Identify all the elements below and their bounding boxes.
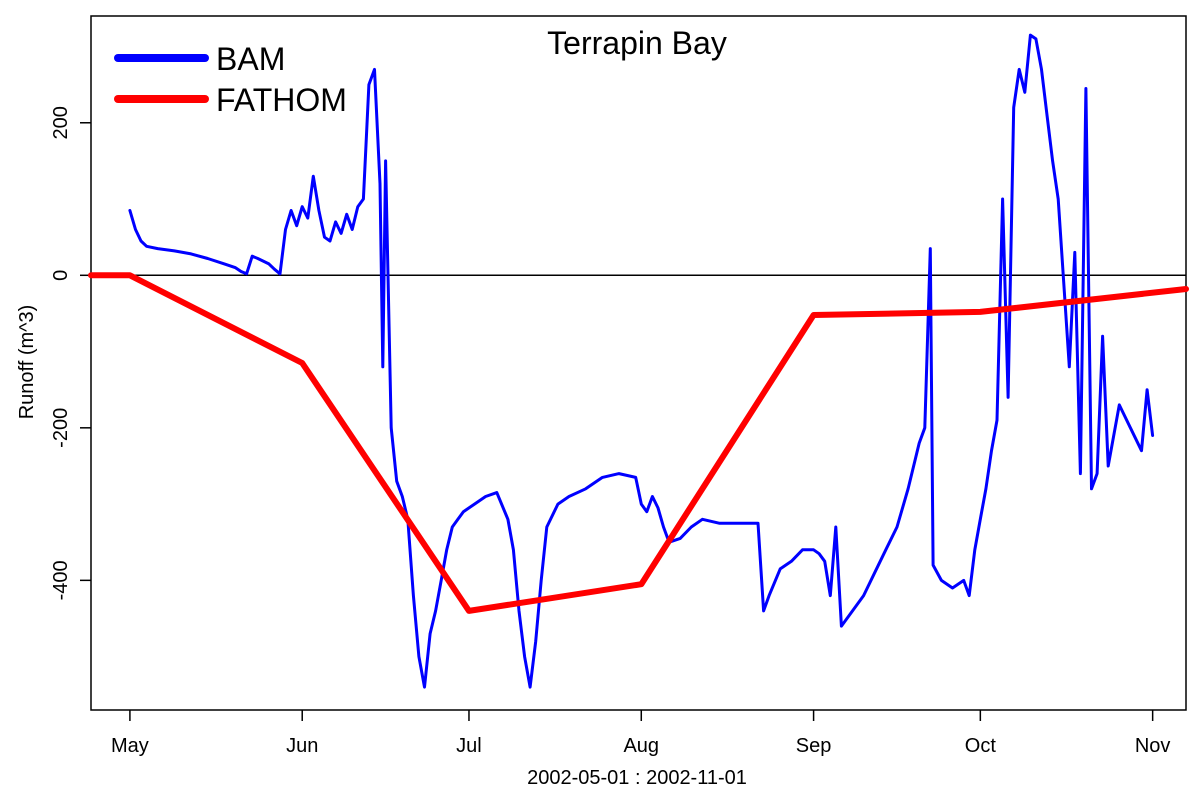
x-tick-label: Sep bbox=[796, 735, 832, 757]
x-tick-label: Nov bbox=[1135, 735, 1171, 757]
x-tick-label: Aug bbox=[623, 735, 659, 757]
x-axis-title: 2002-05-01 : 2002-11-01 bbox=[527, 767, 747, 789]
plot-frame bbox=[90, 15, 1187, 711]
chart-title: Terrapin Bay bbox=[547, 25, 727, 61]
legend-label-bam: BAM bbox=[216, 41, 285, 77]
y-tick-label: 200 bbox=[50, 106, 72, 139]
y-axis-title: Runoff (m^3) bbox=[16, 305, 38, 420]
series-line-fathom bbox=[88, 272, 1189, 614]
legend: BAM FATHOM bbox=[114, 41, 347, 118]
series-layer bbox=[88, 33, 1189, 689]
x-tick-label: May bbox=[111, 735, 149, 757]
y-tick-label: -200 bbox=[50, 408, 72, 448]
x-tick-label: Jun bbox=[286, 735, 318, 757]
x-tick-label: Oct bbox=[965, 735, 997, 757]
x-tick-label: Jul bbox=[456, 735, 482, 757]
y-tick-label: -400 bbox=[50, 560, 72, 600]
legend-label-fathom: FATHOM bbox=[216, 82, 347, 118]
y-tick-label: 0 bbox=[50, 270, 72, 281]
x-axis: May Jun Jul Aug Sep Oct Nov bbox=[111, 710, 1170, 757]
y-axis: -400 -200 0 200 bbox=[50, 106, 91, 600]
series-line-bam bbox=[128, 33, 1155, 689]
